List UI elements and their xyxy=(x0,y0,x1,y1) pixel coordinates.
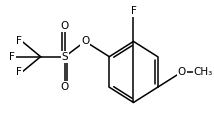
Text: F: F xyxy=(9,52,15,62)
Text: F: F xyxy=(131,6,136,16)
Text: S: S xyxy=(61,52,68,62)
Text: F: F xyxy=(16,67,22,77)
Text: O: O xyxy=(81,36,89,46)
Text: O: O xyxy=(61,21,69,31)
Text: O: O xyxy=(178,67,186,77)
Text: CH₃: CH₃ xyxy=(194,67,213,77)
Text: O: O xyxy=(61,82,69,92)
Text: F: F xyxy=(16,36,22,46)
